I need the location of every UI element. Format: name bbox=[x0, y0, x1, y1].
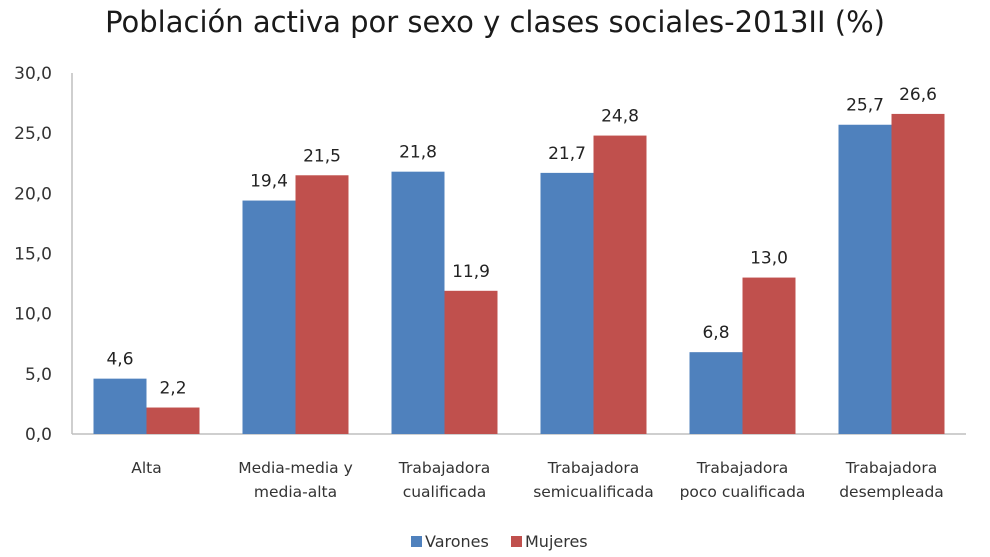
bar-varones bbox=[242, 200, 296, 434]
legend-label: Mujeres bbox=[525, 532, 588, 551]
data-label: 21,5 bbox=[303, 146, 341, 166]
data-label: 4,6 bbox=[106, 350, 133, 370]
data-labels: 4,6 19,4 21,8 21,7 6,8 25,7 2,2 21,5 11,9 24,8 13,… bbox=[106, 85, 936, 399]
y-tick-label: 0,0 bbox=[25, 425, 52, 445]
legend-swatch-varones bbox=[411, 536, 422, 547]
bar-varones bbox=[689, 352, 743, 434]
bar-mujeres bbox=[742, 277, 796, 434]
data-label: 11,9 bbox=[452, 262, 490, 282]
bar-varones bbox=[838, 124, 892, 434]
data-label: 6,8 bbox=[702, 323, 729, 343]
category-labels: Alta Media-media y media-alta Trabajadora cu… bbox=[131, 459, 944, 501]
data-label: 13,0 bbox=[750, 249, 788, 269]
y-tick-label: 20,0 bbox=[14, 184, 52, 204]
bar-mujeres bbox=[146, 407, 200, 434]
x-tick-label: Alta bbox=[131, 459, 162, 477]
x-tick-label: Trabajadora desempleada bbox=[839, 459, 944, 501]
bar-mujeres bbox=[444, 290, 498, 434]
legend-label: Varones bbox=[425, 532, 489, 551]
data-label: 21,8 bbox=[399, 143, 437, 163]
x-tick-label: Trabajadora poco cualificada bbox=[680, 459, 806, 501]
y-tick-label: 15,0 bbox=[14, 245, 52, 265]
bars bbox=[93, 113, 945, 435]
data-label: 19,4 bbox=[250, 172, 288, 192]
x-tick-label: Media-media y media-alta bbox=[238, 459, 353, 501]
bar-varones bbox=[540, 172, 594, 435]
y-tick-label: 30,0 bbox=[14, 64, 52, 84]
y-tick-label: 25,0 bbox=[14, 124, 52, 144]
bar-varones bbox=[93, 378, 147, 434]
data-label: 24,8 bbox=[601, 107, 639, 127]
data-label: 21,7 bbox=[548, 144, 586, 164]
legend-swatch-mujeres bbox=[511, 536, 522, 547]
bar-mujeres bbox=[891, 113, 945, 434]
data-label: 25,7 bbox=[846, 96, 884, 116]
chart-title: Población activa por sexo y clases socia… bbox=[105, 5, 885, 39]
bar-mujeres bbox=[295, 175, 349, 435]
x-tick-label: Trabajadora cualificada bbox=[398, 459, 490, 501]
bar-mujeres bbox=[593, 135, 647, 434]
y-tick-label: 5,0 bbox=[25, 365, 52, 385]
x-tick-label: Trabajadora semicualificada bbox=[533, 459, 654, 501]
y-tick-label: 10,0 bbox=[14, 305, 52, 325]
data-label: 26,6 bbox=[899, 85, 937, 105]
legend: Varones Mujeres bbox=[411, 532, 588, 551]
axes: 0,0 5,0 10,0 15,0 20,0 25,0 30,0 bbox=[14, 64, 966, 445]
bar-varones bbox=[391, 171, 445, 434]
data-label: 2,2 bbox=[159, 379, 186, 399]
